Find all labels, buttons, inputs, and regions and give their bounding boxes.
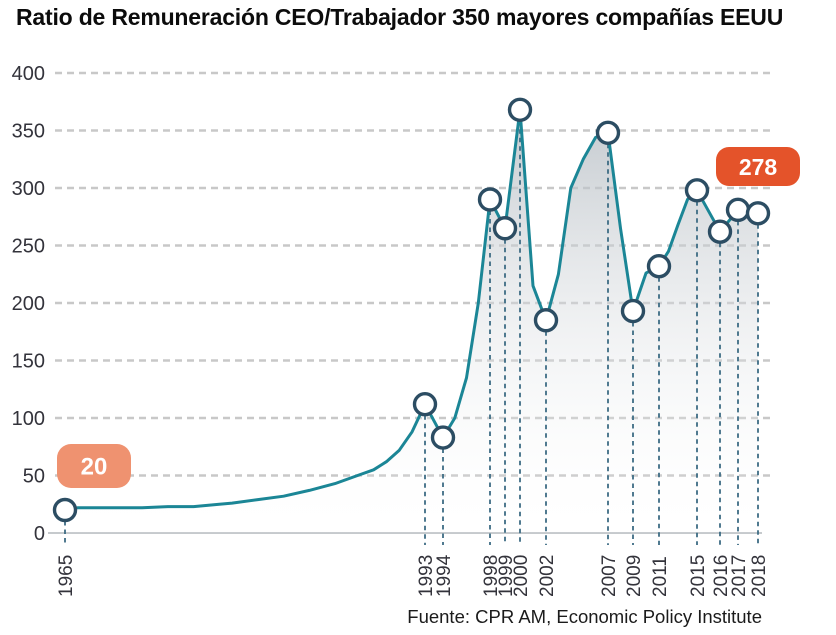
- y-tick-label-200: 200: [12, 293, 45, 315]
- value-badge-text-20: 20: [81, 454, 108, 481]
- data-point-1999: [492, 216, 518, 241]
- data-point-2002: [533, 308, 559, 333]
- y-tick-label-0: 0: [34, 523, 45, 545]
- y-tick-label-300: 300: [12, 178, 45, 200]
- data-point-2016: [707, 219, 733, 244]
- value-badge-text-278: 278: [739, 154, 778, 180]
- y-tick-label-100: 100: [12, 408, 45, 430]
- page-title: Ratio de Remuneración CEO/Trabajador 350…: [16, 4, 784, 30]
- y-tick-label-150: 150: [12, 351, 45, 373]
- year-label-1994: 1994: [434, 554, 455, 597]
- data-point-1965: [52, 497, 78, 523]
- year-label-1993: 1993: [416, 555, 437, 597]
- source-caption: Fuente: CPR AM, Economic Policy Institut…: [407, 606, 762, 627]
- y-tick-label-250: 250: [12, 236, 45, 258]
- data-point-2000: [507, 97, 533, 123]
- year-label-1999: 1999: [496, 555, 517, 597]
- data-point-2009: [620, 298, 646, 324]
- year-label-1965: 1965: [56, 555, 77, 597]
- y-tick-label-350: 350: [12, 121, 45, 143]
- year-label-2007: 2007: [599, 555, 620, 597]
- data-point-1998: [477, 187, 503, 212]
- area-fill: [65, 109, 758, 534]
- data-point-1994: [430, 425, 456, 450]
- data-point-2015: [684, 178, 710, 203]
- year-label-2011: 2011: [650, 556, 671, 597]
- value-badge-20: [57, 444, 131, 488]
- data-point-2017: [725, 197, 751, 223]
- year-label-2017: 2017: [729, 555, 750, 597]
- y-tick-label-400: 400: [12, 63, 45, 85]
- year-label-1998: 1998: [481, 555, 502, 597]
- data-point-2018: [745, 201, 771, 226]
- year-label-2009: 2009: [624, 555, 645, 597]
- y-tick-label-50: 50: [23, 466, 45, 488]
- year-label-2002: 2002: [537, 555, 558, 597]
- data-point-2011: [646, 254, 672, 279]
- data-point-2007: [595, 120, 621, 146]
- data-point-1993: [412, 392, 438, 417]
- year-label-2016: 2016: [711, 555, 732, 597]
- year-label-2018: 2018: [749, 555, 770, 597]
- year-label-2000: 2000: [511, 555, 532, 597]
- year-label-2015: 2015: [688, 555, 709, 597]
- value-badge-278: [716, 147, 800, 186]
